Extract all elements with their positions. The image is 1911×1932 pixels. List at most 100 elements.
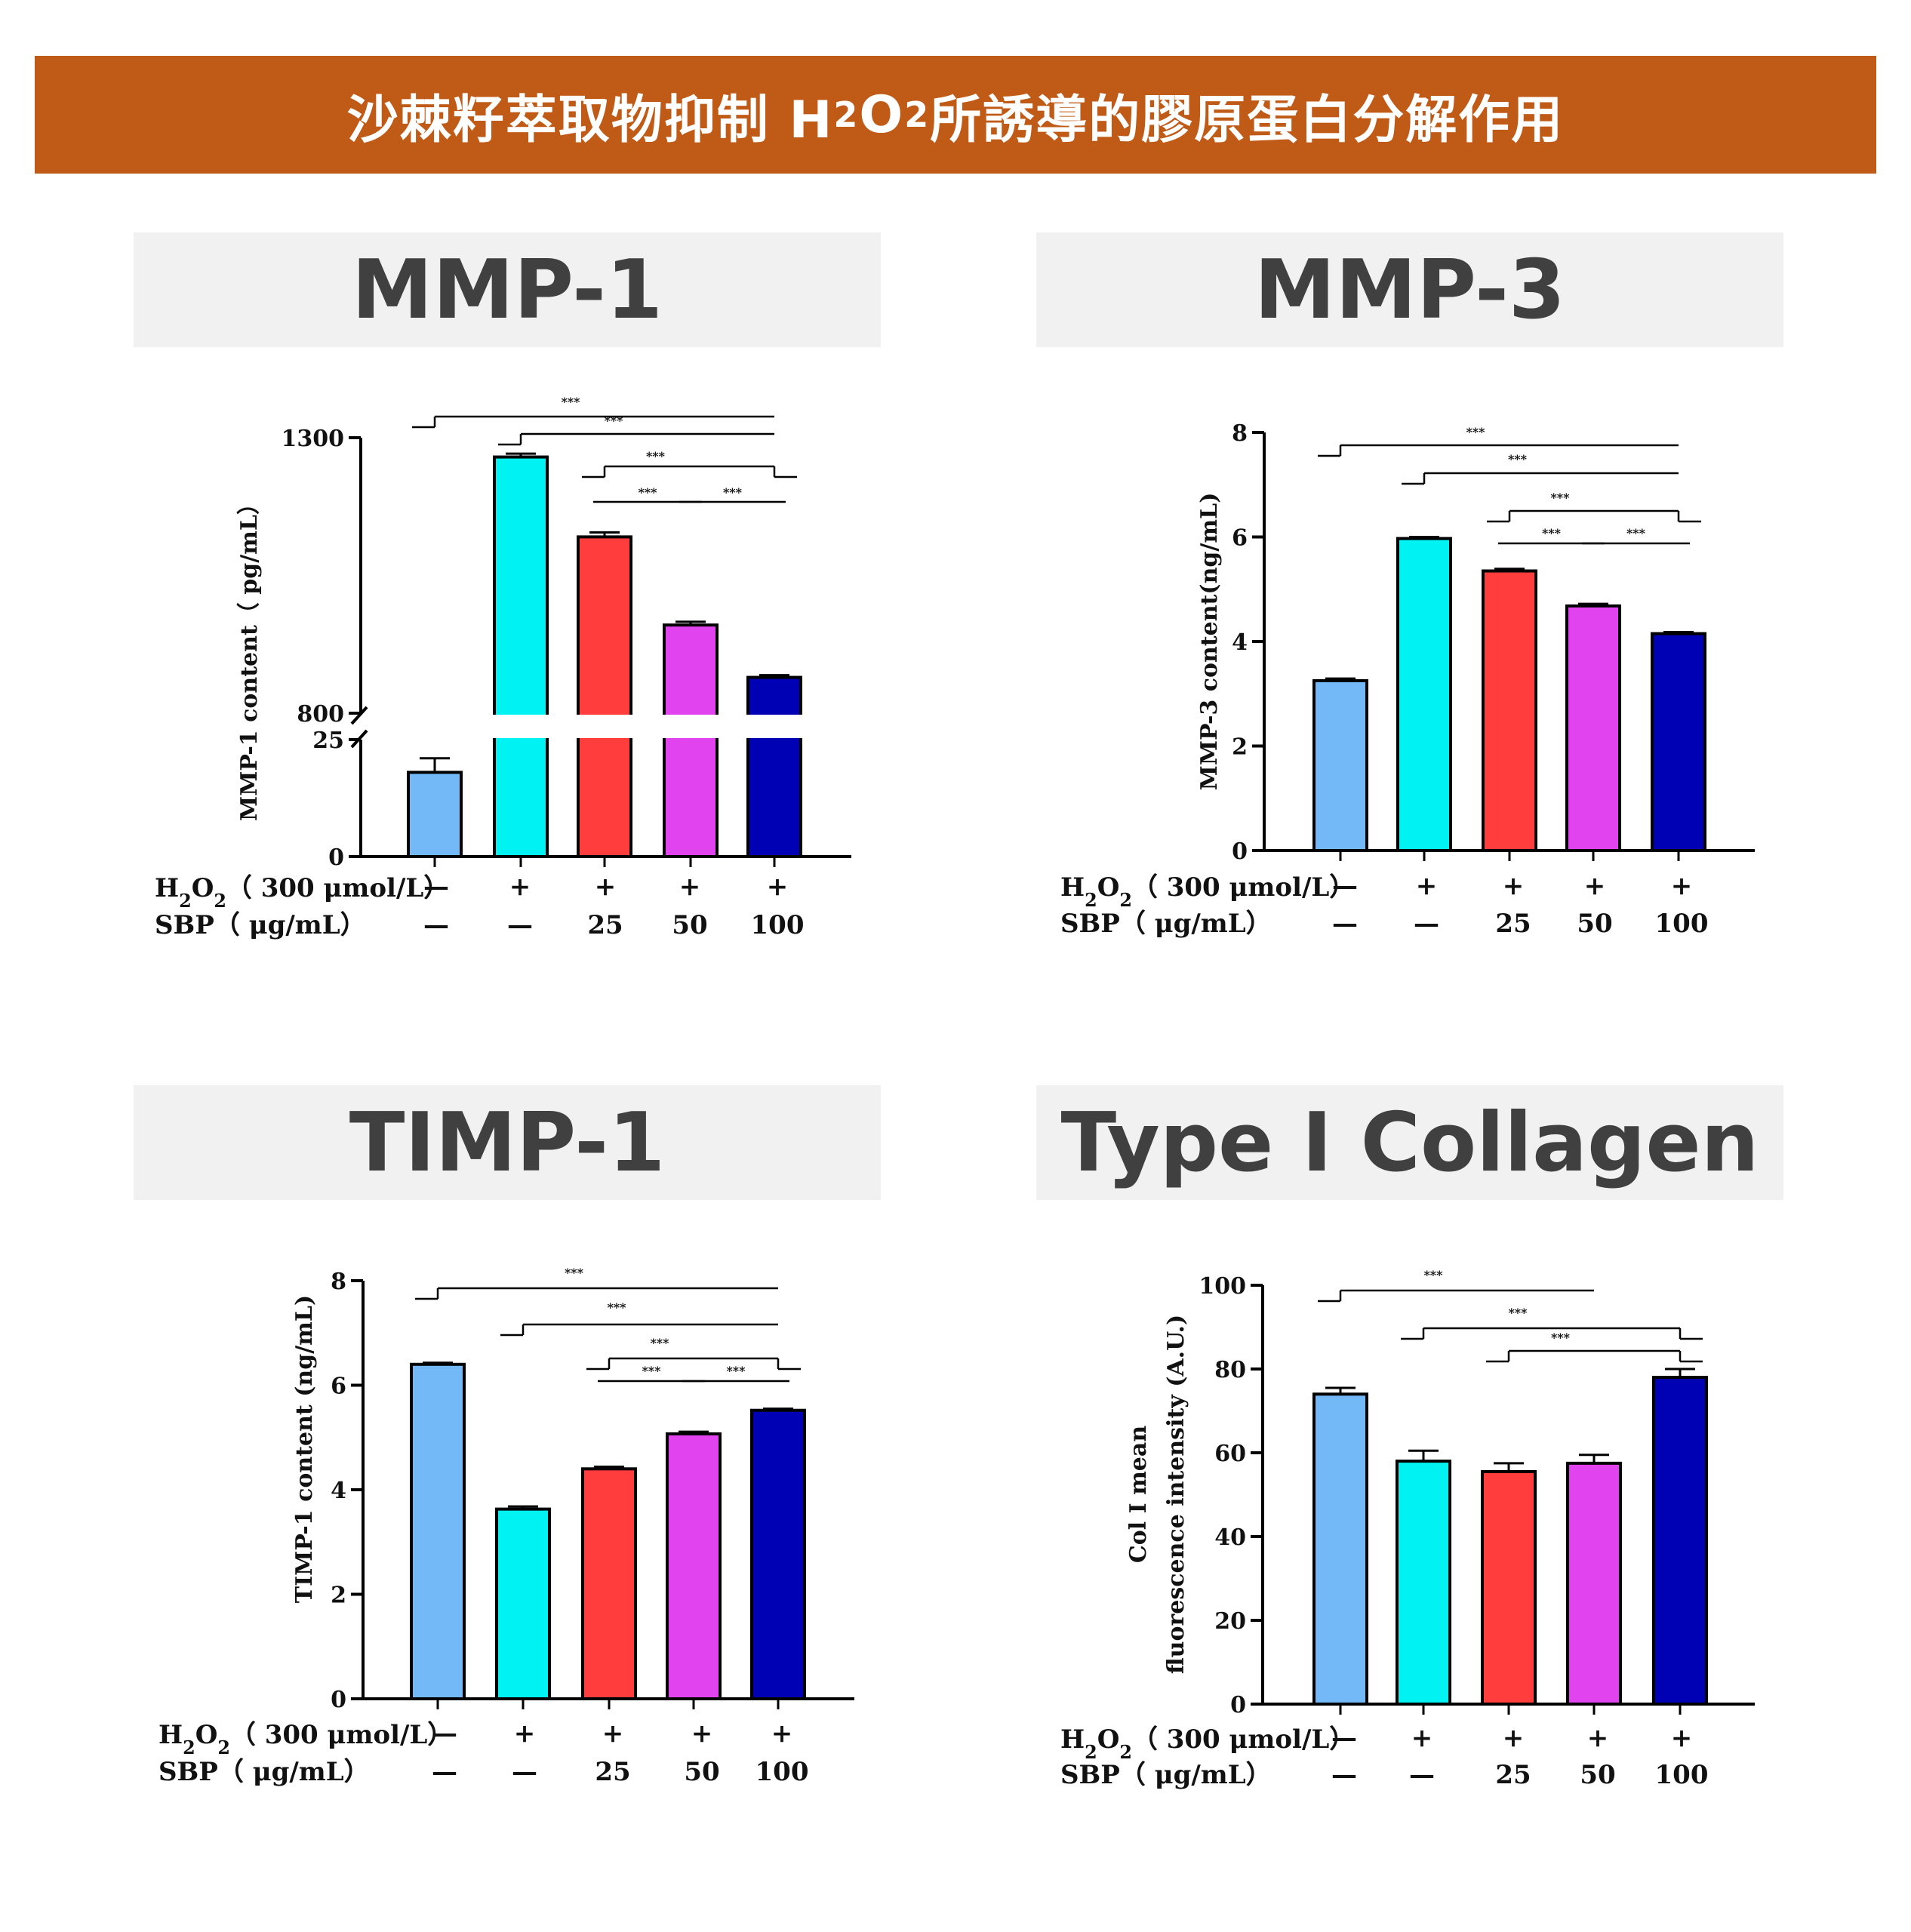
significance-stars: *** (565, 1266, 584, 1280)
bar (1482, 569, 1537, 852)
sbp-value: — (423, 910, 449, 940)
sbp-value: — (507, 910, 533, 940)
banner-title-mid: O (859, 85, 905, 145)
sbp-row-label: SBP（ μg/mL） (1060, 1760, 1272, 1790)
y-tick-label: 60 (1214, 1441, 1246, 1467)
sbp-value: — (1332, 909, 1358, 939)
y-tick-label: 2 (1232, 734, 1248, 761)
h2o2-row-label: H2O2（ 300 μmol/L） (1060, 872, 1355, 911)
significance-stars: *** (646, 449, 666, 463)
significance-stars: *** (561, 395, 580, 409)
sbp-row-label: SBP（ μg/mL） (158, 1757, 370, 1787)
panel-title-mmp1: MMP-1 (134, 232, 881, 347)
significance-stars: *** (1508, 452, 1528, 466)
banner-subscript-1: 2 (833, 94, 860, 135)
h2o2-value: — (432, 1718, 457, 1749)
significance-stars: *** (650, 1336, 669, 1350)
panel-title-mmp3: MMP-3 (1036, 232, 1783, 347)
y-tick-label: 6 (1232, 525, 1248, 552)
bar (1396, 537, 1452, 852)
y-axis-label: MMP-1 content（ pg/mL） (236, 492, 263, 821)
h2o2-value: — (1331, 1723, 1357, 1753)
significance-stars: *** (604, 414, 623, 428)
sbp-value: — (432, 1757, 457, 1787)
bar (493, 455, 549, 858)
y-tick-label: 0 (1230, 1692, 1246, 1718)
sbp-row-label: SBP（ μg/mL） (1060, 909, 1272, 939)
h2o2-value: — (423, 872, 449, 902)
panel-title-timp1: TIMP-1 (134, 1085, 881, 1200)
sbp-value: 100 (1655, 1760, 1709, 1790)
significance-stars: *** (726, 1364, 746, 1378)
y-tick-label: 8 (1232, 420, 1248, 447)
significance-stars: *** (638, 485, 657, 500)
h2o2-value: + (771, 1718, 793, 1749)
sbp-value: — (1331, 1760, 1357, 1790)
sbp-value: 50 (672, 910, 707, 940)
sbp-value: — (1409, 1760, 1435, 1790)
h2o2-value: + (514, 1718, 536, 1749)
significance-stars: *** (642, 1364, 661, 1378)
h2o2-row-label: H2O2（ 300 μmol/L） (158, 1720, 453, 1758)
sbp-row-label: SBP（ μg/mL） (155, 910, 366, 940)
significance-stars: *** (1626, 526, 1646, 540)
sbp-value: 50 (684, 1757, 719, 1787)
bar (577, 535, 632, 859)
significance-stars: *** (1466, 425, 1485, 439)
bar (407, 771, 463, 859)
y-tick-label: 100 (1199, 1273, 1246, 1300)
y-tick-label: 8 (331, 1269, 346, 1295)
bar (410, 1362, 466, 1701)
y-tick-label: 2 (331, 1583, 346, 1609)
bar (1481, 1469, 1537, 1706)
h2o2-value: + (1671, 871, 1693, 901)
bar (666, 1432, 722, 1700)
y-tick-label: 4 (1232, 629, 1248, 656)
bar (495, 1507, 551, 1701)
y-tick-label: 4 (331, 1478, 346, 1504)
y-tick-label: 0 (1232, 838, 1248, 865)
bar (663, 623, 719, 858)
y-axis-label-line2: fluorescence intensity (A.U.) (1163, 1315, 1189, 1674)
axis-break-mark (350, 706, 368, 725)
h2o2-value: + (1584, 871, 1606, 901)
h2o2-value: + (1671, 1723, 1693, 1753)
sbp-value: 50 (1577, 909, 1612, 939)
bar (1565, 604, 1621, 852)
y-tick-label: 800 (297, 701, 344, 728)
h2o2-value: + (1503, 871, 1525, 901)
y-tick-label: 0 (328, 844, 344, 871)
significance-stars: *** (1551, 1331, 1571, 1345)
sbp-value: 50 (1580, 1760, 1615, 1790)
bar (750, 1408, 806, 1700)
sbp-value: 100 (755, 1757, 809, 1787)
sbp-value: 25 (1495, 909, 1531, 939)
y-axis-label: Col Ⅰ mean (1125, 1426, 1152, 1563)
y-axis-label: TIMP-1 content (ng/mL) (291, 1295, 318, 1603)
y-tick-label: 1300 (282, 426, 345, 452)
chart-type-i-collagen: 0 20 40 60 80 100 Col Ⅰ mean fluorescence inten… (1060, 1268, 1755, 1790)
chart-timp-1: 0 2 4 6 8 TIMP-1 content (ng/mL) *** *** *** *** *… (158, 1266, 854, 1787)
bar (581, 1467, 637, 1701)
y-tick-label: 0 (331, 1687, 346, 1713)
y-axis-label: MMP-3 content(ng/mL) (1196, 493, 1223, 791)
bar (746, 675, 802, 858)
axis-break-gap (355, 715, 883, 738)
bar (1312, 678, 1368, 852)
h2o2-value: + (679, 872, 701, 902)
significance-stars: *** (607, 1300, 626, 1315)
bar (1312, 1392, 1368, 1706)
chart-mmp-3: 0 2 4 6 8 MMP-3 content(ng/mL) *** *** *** *** ***… (1060, 420, 1755, 939)
significance-stars: *** (723, 485, 743, 500)
significance-stars: *** (1550, 491, 1570, 505)
significance-stars: *** (1508, 1306, 1528, 1320)
h2o2-row-label: H2O2（ 300 μmol/L） (155, 873, 449, 912)
bar (1651, 632, 1706, 852)
sbp-value: 100 (1655, 909, 1709, 939)
y-tick-label: 20 (1214, 1608, 1246, 1635)
sbp-value: — (1414, 909, 1439, 939)
sbp-value: 25 (1495, 1760, 1531, 1790)
